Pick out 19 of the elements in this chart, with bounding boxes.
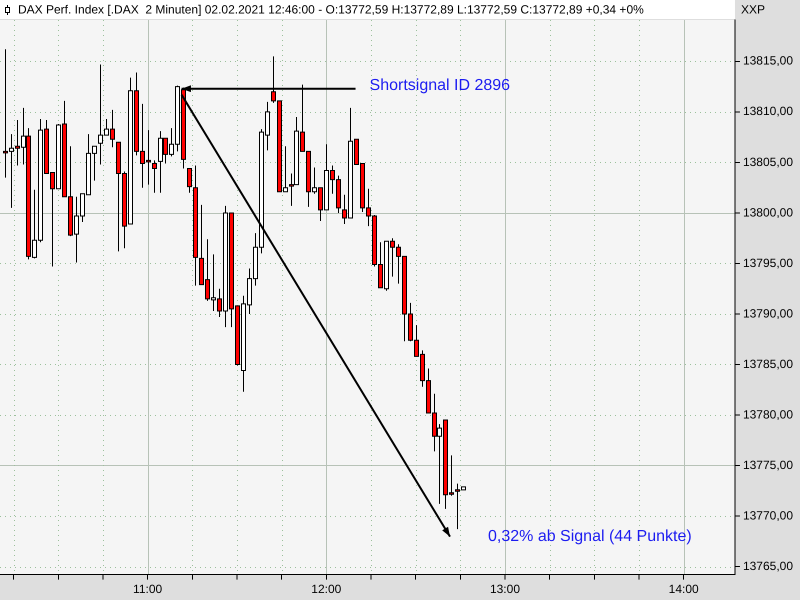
annotation: 0,32% ab Signal (44 Punkte) <box>488 528 692 546</box>
y-tick-label: 13790,00 <box>742 306 794 320</box>
y-tick-label: 13800,00 <box>742 205 794 220</box>
y-tick-label: 13795,00 <box>742 256 794 270</box>
text: XXP <box>740 2 765 16</box>
x-tick-label: 11:00 <box>133 582 162 596</box>
annotation: Shortsignal ID 2896 <box>370 77 510 94</box>
x-tick-label: 13:00 <box>490 582 520 596</box>
y-tick-label: 13780,00 <box>742 407 794 422</box>
y-tick-label: 13775,00 <box>742 458 794 472</box>
y-tick-label: 13805,00 <box>742 154 794 169</box>
y-tick-label: 13770,00 <box>742 508 794 522</box>
x-tick-label: 14:00 <box>668 582 700 596</box>
x-tick-label: 12:00 <box>311 582 342 596</box>
y-tick-label: 13810,00 <box>742 104 794 118</box>
y-tick-label: 13765,00 <box>742 558 794 573</box>
chart-title: DAX Perf. Index [.DAX 2 Minuten] 02.02.2021 12:46:00 - O:13772,59 H:13772,89 L:13772,59 C:13772,89 +0,34 +0% <box>18 2 644 16</box>
y-tick-label: 13785,00 <box>742 356 794 371</box>
y-tick-label: 13815,00 <box>742 54 794 68</box>
